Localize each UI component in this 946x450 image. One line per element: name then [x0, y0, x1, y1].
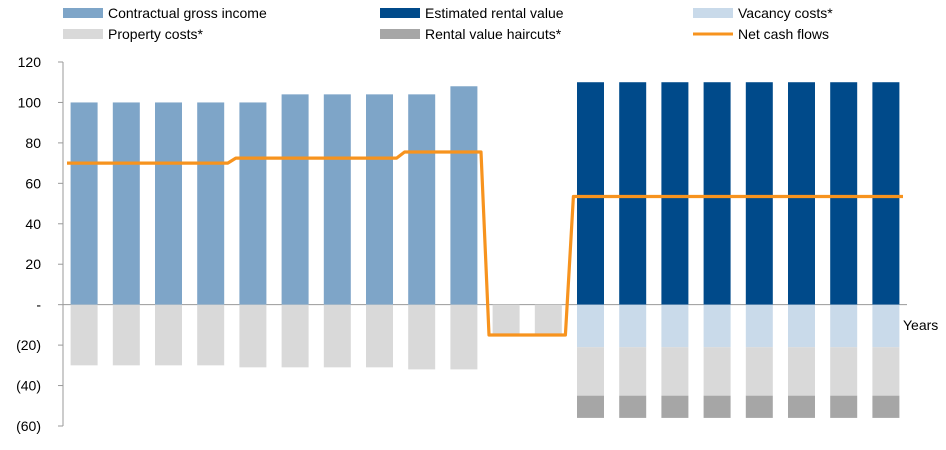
bar-contractual-gross-income	[197, 102, 225, 305]
bar-property-costs	[661, 347, 689, 396]
bar-property-costs	[830, 347, 858, 396]
legend-swatch	[693, 8, 733, 18]
bar-rental-value-haircuts	[661, 395, 689, 418]
bar-estimated-rental-value	[661, 82, 689, 305]
bar-property-costs	[155, 304, 182, 366]
legend-item-estimated-rental-value: Estimated rental value	[380, 5, 564, 21]
bar-property-costs	[323, 304, 351, 368]
bar-property-costs	[788, 347, 815, 396]
bar-estimated-rental-value	[745, 82, 773, 305]
bar-contractual-gross-income	[281, 94, 309, 305]
legend: Contractual gross income Estimated rental…	[63, 5, 833, 42]
bar-vacancy-costs	[661, 304, 689, 348]
bar-vacancy-costs	[577, 304, 604, 348]
legend-label: Estimated rental value	[425, 5, 564, 21]
legend-label: Vacancy costs*	[738, 5, 833, 21]
legend-swatch	[380, 29, 420, 39]
y-tick-label: -	[36, 297, 41, 313]
legend-item-vacancy-costs: Vacancy costs*	[693, 5, 833, 21]
bar-rental-value-haircuts	[830, 395, 858, 418]
y-tick-label: 80	[25, 135, 41, 151]
bars	[70, 82, 900, 418]
bar-property-costs	[745, 347, 773, 396]
bar-vacancy-costs	[619, 304, 647, 348]
bar-estimated-rental-value	[830, 82, 858, 305]
y-tick-label: (20)	[16, 337, 41, 353]
legend-item-net-cash-flows: Net cash flows	[693, 26, 829, 42]
net-cash-flow-line-layer	[67, 150, 903, 337]
bar-estimated-rental-value	[788, 82, 815, 305]
bar-vacancy-costs	[872, 304, 900, 348]
bar-property-costs	[197, 304, 225, 366]
legend-swatch	[63, 29, 103, 39]
bar-estimated-rental-value	[872, 82, 900, 305]
legend-label: Net cash flows	[738, 26, 829, 42]
bar-property-costs	[408, 304, 436, 370]
bar-property-costs	[112, 304, 140, 366]
bar-estimated-rental-value	[577, 82, 604, 305]
legend-label: Contractual gross income	[108, 5, 267, 21]
legend-label: Property costs*	[108, 26, 203, 42]
bar-property-costs	[366, 304, 393, 368]
legend-item-rental-value-haircuts: Rental value haircuts*	[380, 26, 562, 42]
y-tick-label: 60	[25, 175, 41, 191]
legend-item-property-costs: Property costs*	[63, 26, 203, 42]
bar-vacancy-costs	[830, 304, 858, 348]
bar-property-costs	[703, 347, 731, 396]
bar-estimated-rental-value	[703, 82, 731, 305]
line-net-cash-flows	[67, 150, 903, 337]
bar-contractual-gross-income	[112, 102, 140, 305]
bar-contractual-gross-income	[366, 94, 393, 305]
bar-rental-value-haircuts	[577, 395, 604, 418]
bar-vacancy-costs	[788, 304, 815, 348]
bar-contractual-gross-income	[155, 102, 182, 305]
bar-property-costs	[872, 347, 900, 396]
legend-label: Rental value haircuts*	[425, 26, 562, 42]
bar-rental-value-haircuts	[745, 395, 773, 418]
bar-property-costs	[450, 304, 478, 370]
bar-rental-value-haircuts	[872, 395, 900, 418]
bar-property-costs	[492, 304, 520, 335]
bar-vacancy-costs	[745, 304, 773, 348]
y-tick-label: 100	[18, 94, 42, 110]
bar-contractual-gross-income	[323, 94, 351, 305]
y-tick-label: (60)	[16, 418, 41, 434]
legend-swatch	[63, 8, 103, 18]
bar-rental-value-haircuts	[788, 395, 815, 418]
bar-rental-value-haircuts	[619, 395, 647, 418]
bar-rental-value-haircuts	[703, 395, 731, 418]
bar-property-costs	[70, 304, 98, 366]
bar-contractual-gross-income	[239, 102, 267, 305]
bar-property-costs	[239, 304, 267, 368]
bar-contractual-gross-income	[408, 94, 436, 305]
y-tick-label: 20	[25, 256, 41, 272]
y-tick-label: 120	[18, 54, 42, 70]
bar-property-costs	[534, 304, 562, 335]
y-tick-label: 40	[25, 216, 41, 232]
bar-vacancy-costs	[703, 304, 731, 348]
bar-contractual-gross-income	[450, 86, 478, 305]
bar-property-costs	[577, 347, 604, 396]
bar-contractual-gross-income	[70, 102, 98, 305]
bar-estimated-rental-value	[619, 82, 647, 305]
legend-swatch	[380, 8, 420, 18]
y-tick-label: (40)	[16, 378, 41, 394]
bar-property-costs	[619, 347, 647, 396]
bar-property-costs	[281, 304, 309, 368]
legend-item-contractual-gross-income: Contractual gross income	[63, 5, 267, 21]
x-axis-label: Years	[903, 317, 938, 333]
